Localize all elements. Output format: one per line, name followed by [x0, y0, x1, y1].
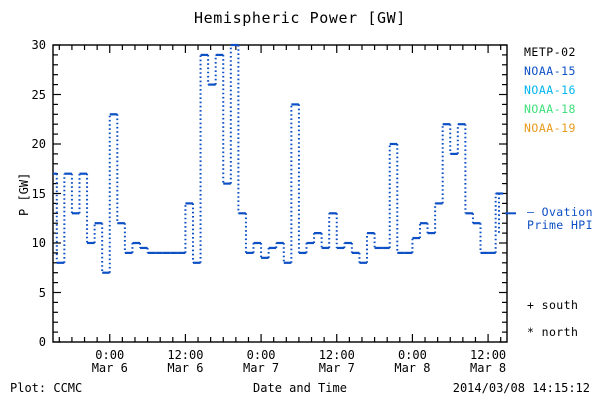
x-tick-label: 12:00 Mar 7: [292, 349, 382, 375]
ovation-reference-marker: [498, 193, 516, 236]
legend-item-noaa-18[interactable]: NOAA-18: [524, 102, 576, 116]
x-tick-label: 0:00 Mar 6: [65, 349, 155, 375]
y-tick-label: 15: [31, 186, 46, 201]
x-tick-date: Mar 7: [318, 361, 355, 375]
page-title: Hemispheric Power [GW]: [194, 9, 406, 27]
y-tick-label: 20: [31, 137, 46, 151]
plot-credit: Plot: CCMC: [10, 381, 83, 395]
legend-item-noaa-15[interactable]: NOAA-15: [524, 64, 576, 78]
y-axis-ticks: [53, 44, 507, 343]
legend-item-noaa-19[interactable]: NOAA-19: [524, 121, 576, 135]
y-tick-label: 10: [31, 236, 46, 250]
ovation-label-line2: Prime HPI: [527, 218, 593, 233]
symbol-glyph-north: *: [527, 325, 535, 339]
symbol-note-north: * north: [527, 326, 578, 339]
y-tick-label: 0: [38, 335, 46, 349]
y-tick-label: 5: [38, 285, 46, 300]
x-tick-date: Mar 6: [91, 361, 128, 375]
symbol-note-south: + south: [527, 299, 578, 312]
x-tick-label: 0:00 Mar 8: [367, 349, 457, 375]
x-tick-time: 12:00: [318, 348, 355, 362]
x-tick-time: 0:00: [95, 348, 125, 362]
x-tick-label: 12:00 Mar 6: [140, 349, 230, 375]
legend-item-noaa-16[interactable]: NOAA-16: [524, 83, 576, 97]
symbol-glyph-south: +: [527, 298, 535, 312]
x-tick-time: 12:00: [167, 348, 204, 362]
symbol-text-south: south: [541, 298, 579, 312]
x-tick-time: 0:00: [397, 348, 427, 362]
y-tick-label: 30: [31, 38, 46, 52]
ovation-prime-hpi-label: — Ovation Prime HPI: [527, 206, 593, 232]
x-tick-date: Mar 8: [470, 361, 507, 375]
ovation-label-line1: — Ovation: [527, 205, 593, 220]
x-tick-label: 12:00 Mar 8: [443, 349, 533, 375]
x-axis-caption: Date and Time: [253, 381, 347, 395]
legend-item-metp-02[interactable]: METP-02: [524, 45, 576, 59]
x-tick-label: 0:00 Mar 7: [216, 349, 306, 375]
x-tick-time: 0:00: [246, 348, 276, 362]
x-tick-date: Mar 7: [243, 361, 280, 375]
symbol-text-north: north: [541, 325, 579, 339]
plot-frame: [52, 44, 508, 343]
y-tick-label: 25: [31, 87, 46, 102]
x-tick-date: Mar 8: [394, 361, 431, 375]
series-noaa-15: [53, 43, 504, 274]
x-tick-time: 12:00: [470, 348, 507, 362]
x-axis-ticks: [58, 45, 502, 342]
timestamp: 2014/03/08 14:15:12: [452, 381, 590, 395]
x-tick-date: Mar 6: [167, 361, 204, 375]
